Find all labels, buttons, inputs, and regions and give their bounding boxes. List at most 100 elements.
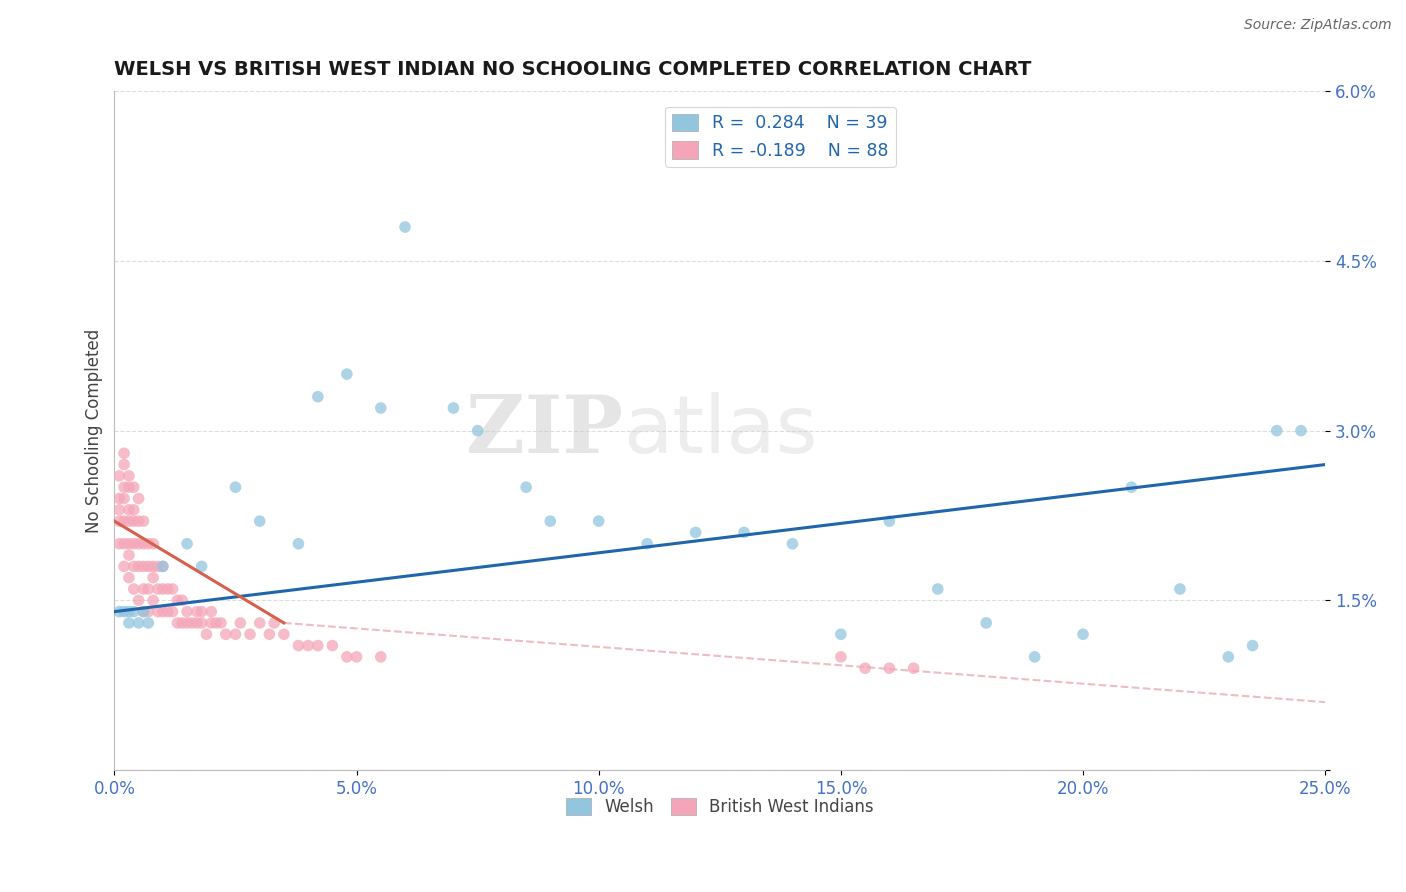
Text: WELSH VS BRITISH WEST INDIAN NO SCHOOLING COMPLETED CORRELATION CHART: WELSH VS BRITISH WEST INDIAN NO SCHOOLIN… [114,60,1032,78]
Point [128,514,150,528]
Point [830,649,852,664]
Point [118,537,141,551]
Text: atlas: atlas [623,392,817,469]
Point [927,582,949,596]
Point [190,559,212,574]
Point [122,503,145,517]
Point [297,639,319,653]
Point [152,582,174,596]
Point [112,559,135,574]
Point [128,593,150,607]
Point [146,582,169,596]
Point [336,367,359,381]
Point [209,615,232,630]
Point [128,491,150,506]
Point [974,615,997,630]
Point [108,537,131,551]
Point [172,615,194,630]
Point [132,537,155,551]
Point [152,605,174,619]
Point [190,605,212,619]
Point [394,219,416,234]
Point [122,480,145,494]
Point [205,615,228,630]
Point [108,514,131,528]
Point [132,605,155,619]
Point [224,480,246,494]
Point [176,537,198,551]
Point [118,503,141,517]
Point [118,548,141,562]
Point [259,627,281,641]
Point [370,401,392,415]
Point [142,571,165,585]
Point [136,559,159,574]
Point [176,615,198,630]
Point [249,514,271,528]
Point [122,559,145,574]
Point [685,525,707,540]
Point [263,615,285,630]
Point [128,537,150,551]
Point [162,582,184,596]
Point [112,491,135,506]
Point [162,605,184,619]
Point [879,661,901,675]
Point [1024,649,1046,664]
Point [273,627,295,641]
Point [152,559,174,574]
Point [136,615,159,630]
Point [118,571,141,585]
Point [346,649,368,664]
Point [142,559,165,574]
Point [467,424,489,438]
Point [249,615,271,630]
Point [538,514,561,528]
Point [1218,649,1240,664]
Point [166,615,188,630]
Point [112,537,135,551]
Point [172,593,194,607]
Point [118,615,141,630]
Point [903,661,925,675]
Point [142,593,165,607]
Point [132,514,155,528]
Point [136,582,159,596]
Point [830,627,852,641]
Point [186,605,208,619]
Point [733,525,755,540]
Point [853,661,876,675]
Point [180,615,202,630]
Point [112,514,135,528]
Point [443,401,465,415]
Point [118,468,141,483]
Point [112,446,135,460]
Point [1289,424,1312,438]
Point [195,627,218,641]
Point [122,514,145,528]
Point [132,559,155,574]
Point [200,615,222,630]
Point [287,537,309,551]
Point [782,537,804,551]
Point [136,605,159,619]
Point [1168,582,1191,596]
Point [1241,639,1264,653]
Point [122,537,145,551]
Point [1071,627,1094,641]
Point [132,582,155,596]
Point [879,514,901,528]
Point [132,605,155,619]
Point [118,480,141,494]
Point [287,639,309,653]
Point [112,605,135,619]
Point [1121,480,1143,494]
Point [122,582,145,596]
Point [108,491,131,506]
Point [156,582,179,596]
Point [118,514,141,528]
Point [108,605,131,619]
Point [166,593,188,607]
Point [128,559,150,574]
Point [336,649,359,664]
